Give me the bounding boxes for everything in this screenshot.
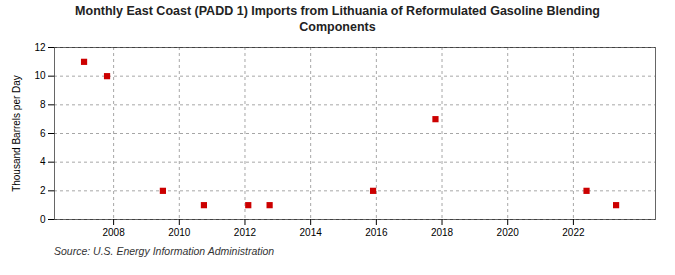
- svg-text:12: 12: [34, 42, 46, 53]
- svg-text:6: 6: [40, 128, 46, 139]
- svg-text:2: 2: [40, 185, 46, 196]
- svg-text:Thousand Barrels per Day: Thousand Barrels per Day: [11, 75, 22, 192]
- svg-text:2018: 2018: [431, 227, 454, 238]
- svg-text:2016: 2016: [365, 227, 388, 238]
- svg-text:2008: 2008: [102, 227, 125, 238]
- html-text:Source: U.S. Energy Informatio: Source: U.S. Energy Information Administ…: [54, 245, 275, 257]
- svg-text:8: 8: [40, 99, 46, 110]
- svg-text:2012: 2012: [234, 227, 257, 238]
- svg-text:10: 10: [34, 70, 46, 81]
- html-text:Monthly East Coast (PADD 1) Im: Monthly East Coast (PADD 1) Imports from…: [75, 4, 600, 34]
- svg-text:2010: 2010: [168, 227, 191, 238]
- svg-text:4: 4: [40, 156, 46, 167]
- svg-text:2022: 2022: [562, 227, 585, 238]
- svg-text:0: 0: [40, 214, 46, 225]
- svg-text:2014: 2014: [300, 227, 323, 238]
- svg-text:2020: 2020: [497, 227, 520, 238]
